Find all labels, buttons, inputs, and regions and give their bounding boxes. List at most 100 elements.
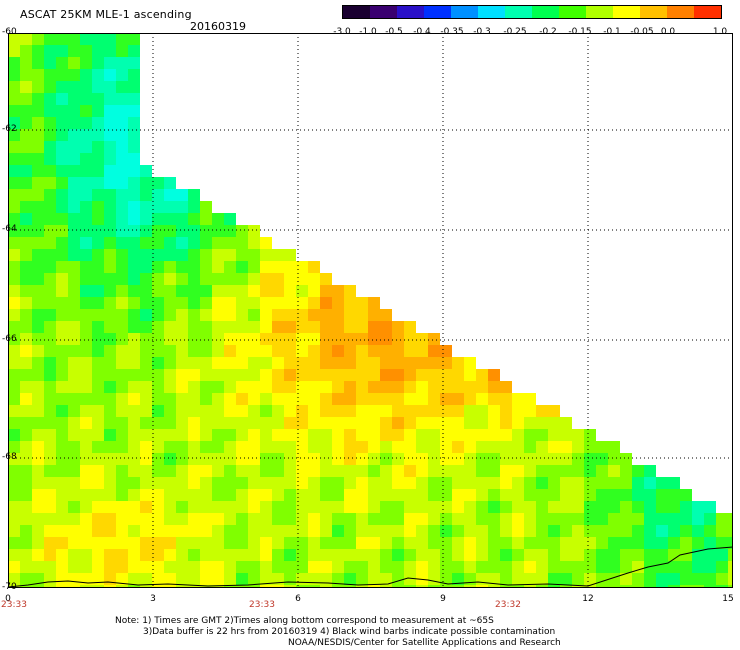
colorbar-tick-label: -0.2: [539, 27, 557, 37]
data-cell: [368, 501, 380, 513]
data-cell: [368, 441, 380, 453]
data-cell: [200, 405, 212, 417]
data-cell: [296, 309, 308, 321]
data-cell: [692, 513, 704, 525]
data-cell: [32, 441, 44, 453]
data-cell: [608, 477, 620, 489]
data-cell: [380, 405, 392, 417]
data-cell: [260, 249, 272, 261]
colorbar-swatch: [397, 6, 424, 18]
data-cell: [128, 285, 140, 297]
data-cell: [116, 309, 128, 321]
data-cell: [416, 549, 428, 561]
data-cell: [596, 465, 608, 477]
data-cell: [308, 573, 320, 585]
data-cell: [92, 57, 104, 69]
data-cell: [152, 273, 164, 285]
data-cell: [476, 477, 488, 489]
data-cell: [104, 561, 116, 573]
data-cell: [152, 489, 164, 501]
colorbar-tick-label: -1.0: [359, 27, 377, 37]
data-cell: [404, 501, 416, 513]
data-cell: [32, 525, 44, 537]
data-cell: [92, 189, 104, 201]
data-cell: [416, 405, 428, 417]
data-cell: [320, 501, 332, 513]
data-cell: [440, 525, 452, 537]
latitude-label: -66: [2, 334, 17, 344]
data-cell: [116, 465, 128, 477]
data-cell: [464, 441, 476, 453]
data-cell: [392, 585, 404, 588]
data-cell: [116, 177, 128, 189]
data-cell: [632, 573, 644, 585]
data-cell: [524, 501, 536, 513]
data-cell: [212, 321, 224, 333]
data-cell: [212, 513, 224, 525]
data-cell: [320, 345, 332, 357]
data-cell: [56, 561, 68, 573]
data-cell: [8, 117, 20, 129]
data-cell: [356, 417, 368, 429]
data-cell: [92, 369, 104, 381]
colorbar-tick-label: -0.35: [440, 27, 464, 37]
data-cell: [584, 453, 596, 465]
data-cell: [224, 357, 236, 369]
data-cell: [248, 393, 260, 405]
data-cell: [236, 261, 248, 273]
data-cell: [236, 249, 248, 261]
data-cell: [176, 261, 188, 273]
data-cell: [668, 489, 680, 501]
data-cell: [44, 453, 56, 465]
data-cell: [284, 285, 296, 297]
data-cell: [668, 525, 680, 537]
data-cell: [152, 549, 164, 561]
data-cell: [404, 429, 416, 441]
data-cell: [212, 345, 224, 357]
data-cell: [80, 357, 92, 369]
data-cell: [500, 549, 512, 561]
data-cell: [548, 537, 560, 549]
data-cell: [416, 537, 428, 549]
data-cell: [44, 213, 56, 225]
data-cell: [32, 213, 44, 225]
data-cell: [680, 561, 692, 573]
data-cell: [164, 261, 176, 273]
data-cell: [332, 321, 344, 333]
data-cell: [320, 465, 332, 477]
data-cell: [56, 165, 68, 177]
data-cell: [284, 357, 296, 369]
data-cell: [248, 333, 260, 345]
data-cell: [548, 489, 560, 501]
data-cell: [296, 465, 308, 477]
data-cell: [668, 585, 680, 588]
data-cell: [404, 525, 416, 537]
data-cell: [272, 309, 284, 321]
data-cell: [152, 477, 164, 489]
data-cell: [188, 381, 200, 393]
data-cell: [104, 141, 116, 153]
data-cell: [8, 513, 20, 525]
data-cell: [332, 417, 344, 429]
data-cell: [176, 381, 188, 393]
data-cell: [620, 585, 632, 588]
data-cell: [332, 465, 344, 477]
data-cell: [104, 69, 116, 81]
data-cell: [476, 441, 488, 453]
data-cell: [176, 477, 188, 489]
data-cell: [68, 417, 80, 429]
data-cell: [164, 249, 176, 261]
data-cell: [20, 57, 32, 69]
data-cell: [404, 417, 416, 429]
colorbar-tick-label: -3.0: [333, 27, 351, 37]
data-cell: [20, 237, 32, 249]
data-cell: [164, 549, 176, 561]
data-cell: [344, 453, 356, 465]
data-cell: [308, 465, 320, 477]
data-cell: [80, 273, 92, 285]
data-cell: [464, 525, 476, 537]
data-cell: [368, 381, 380, 393]
data-cell: [20, 477, 32, 489]
data-cell: [104, 105, 116, 117]
data-cell: [92, 213, 104, 225]
